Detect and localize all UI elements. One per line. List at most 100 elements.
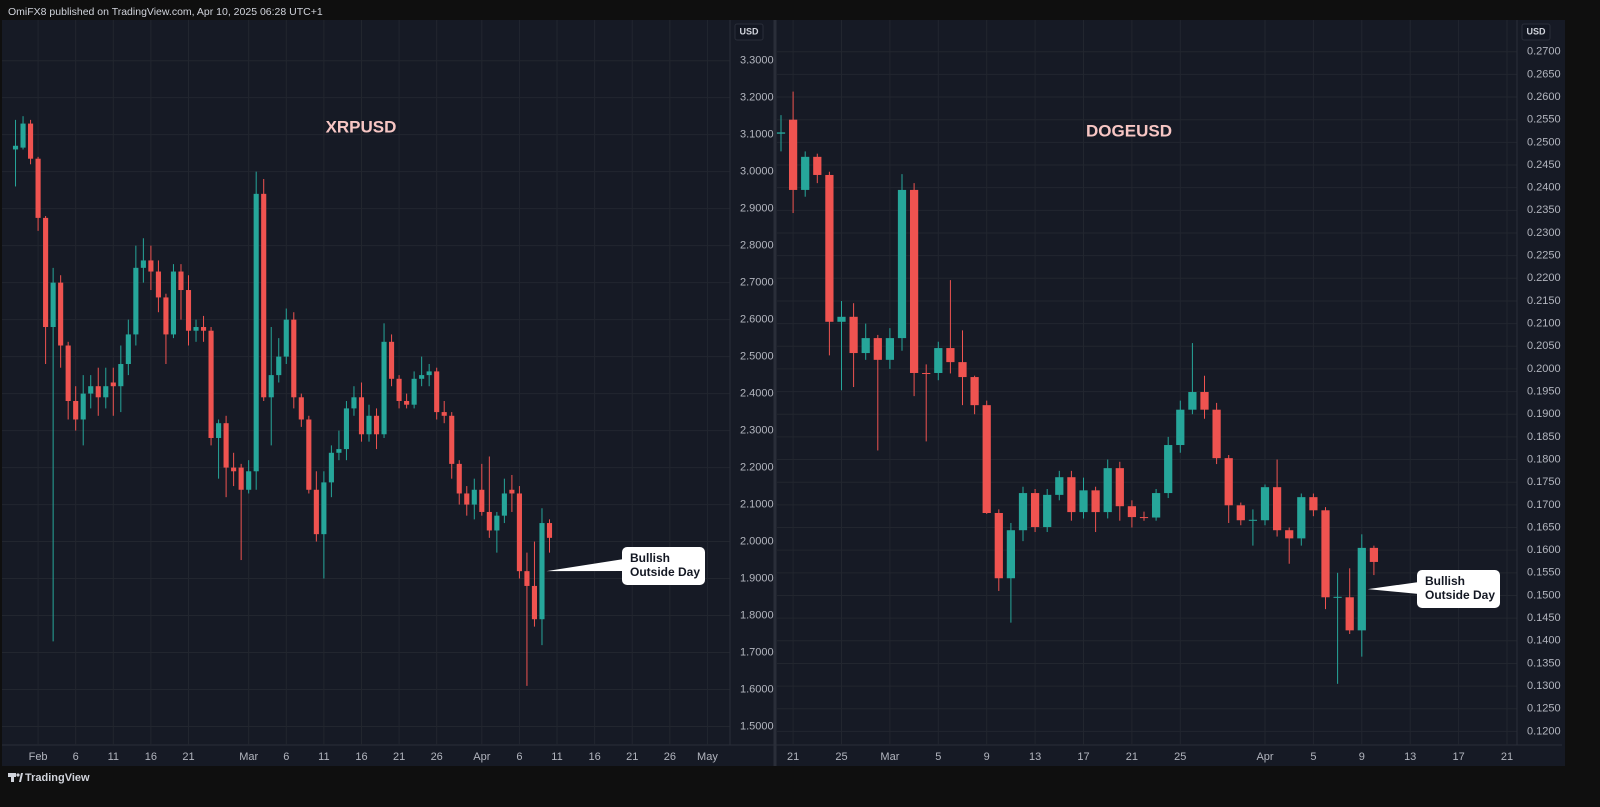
candle-body [155, 271, 161, 298]
x-tick-label: 17 [1077, 751, 1089, 763]
candle-body [970, 377, 979, 406]
candle-body [813, 156, 822, 175]
x-tick-label: 17 [1452, 751, 1464, 763]
x-tick-label: 11 [318, 751, 329, 763]
x-tick-label: 13 [1029, 751, 1041, 763]
candle-body [321, 482, 327, 535]
candle-body [909, 189, 919, 373]
candlestick-chart: 1.5000 1.6000 1.7000 1.8000 1.9000 2.0000 2.10… [2, 20, 775, 763]
y-tick-label: 0.2100 [1527, 318, 1561, 330]
y-tick-label: 0.1700 [1527, 499, 1561, 511]
candle-body [1297, 497, 1306, 539]
y-tick-label: 0.1200 [1527, 725, 1561, 737]
candle-body [125, 334, 131, 365]
x-tick-label: 25 [835, 751, 847, 763]
candle-body [216, 423, 222, 438]
chart-title: XRPUSD [326, 117, 397, 136]
candle-body [170, 271, 177, 335]
x-tick-label: 26 [431, 751, 443, 763]
candle-body [1357, 547, 1366, 631]
candle-body [110, 382, 116, 387]
y-tick-label: 0.2400 [1527, 182, 1561, 194]
y-tick-label: 1.9000 [740, 572, 774, 584]
y-tick-label: 0.1400 [1527, 635, 1561, 647]
candle-body [516, 493, 522, 572]
y-tick-label: 2.6000 [740, 314, 774, 326]
candle-body [1030, 493, 1040, 528]
candle-body [231, 467, 237, 472]
candle-body [404, 400, 410, 405]
candle-body [1248, 519, 1258, 521]
x-tick-label: 21 [1126, 751, 1138, 763]
callout-pointer [546, 559, 624, 572]
candle-body [1321, 510, 1330, 598]
x-tick-label: 21 [787, 751, 799, 763]
tradingview-logo [8, 773, 23, 782]
candle-body [253, 193, 259, 472]
callout-box [1417, 570, 1500, 608]
candle-body [471, 489, 477, 505]
candle-body [1164, 445, 1173, 494]
candle-body [1006, 530, 1016, 579]
y-tick-label: 2.1000 [740, 498, 774, 510]
y-tick-label: 1.6000 [740, 683, 774, 695]
y-tick-label: 0.2300 [1527, 227, 1561, 239]
callout-box [622, 547, 705, 585]
candle-body [88, 386, 94, 394]
candle-body [524, 571, 530, 586]
y-tick-label: 2.7000 [740, 277, 774, 289]
candle-body [291, 319, 297, 398]
x-tick-label: 16 [589, 751, 601, 763]
candle-body [208, 330, 214, 438]
y-tick-label: 2.8000 [740, 240, 774, 252]
candle-body [1345, 597, 1354, 631]
callout-text: Bullish [630, 551, 670, 565]
candle-body [20, 123, 26, 148]
x-tick-label: 21 [182, 751, 194, 763]
candle-body [501, 493, 507, 516]
candle-body [1236, 505, 1245, 521]
candle-body [276, 356, 282, 376]
candle-body [50, 282, 56, 328]
candle-body [1333, 596, 1342, 598]
y-tick-label: 2.3000 [740, 424, 774, 436]
y-tick-label: 1.7000 [740, 646, 774, 658]
y-tick-label: 0.1900 [1527, 408, 1561, 420]
candle-body [389, 341, 395, 379]
y-tick-label: 2.4000 [740, 388, 774, 400]
y-tick-label: 0.2150 [1527, 295, 1561, 307]
candle-body [1200, 392, 1209, 410]
chart-title: DOGEUSD [1086, 121, 1172, 140]
y-tick-label: 0.1750 [1527, 476, 1561, 488]
candle-body [1055, 477, 1064, 495]
candle-body [1043, 494, 1052, 528]
x-tick-label: 6 [516, 751, 522, 763]
candle-body [411, 378, 417, 405]
candle-body [479, 489, 485, 512]
y-tick-label: 0.1450 [1527, 612, 1561, 624]
candle-body [35, 158, 41, 218]
candle-body [946, 348, 955, 363]
candle-body [223, 423, 229, 468]
y-tick-label: 1.5000 [740, 720, 774, 732]
y-tick-label: 0.2650 [1527, 68, 1561, 80]
currency-badge [1521, 23, 1551, 41]
candle-body [178, 271, 184, 291]
candle-body [351, 397, 357, 409]
candle-body [897, 189, 907, 339]
candle-body [373, 415, 380, 435]
candle-body [1127, 506, 1137, 518]
candle-body [343, 408, 349, 450]
x-tick-label: 9 [984, 751, 990, 763]
candle-body [336, 449, 342, 453]
candle-body [1067, 477, 1076, 513]
candle-body [1260, 487, 1270, 521]
y-tick-label: 0.2050 [1527, 340, 1561, 352]
y-tick-label: 0.1650 [1527, 521, 1561, 533]
candle-body [1285, 530, 1294, 539]
y-tick-label: 3.2000 [740, 92, 774, 104]
candle-body [426, 371, 432, 376]
candle-body [95, 386, 101, 398]
y-tick-label: 2.2000 [740, 461, 774, 473]
